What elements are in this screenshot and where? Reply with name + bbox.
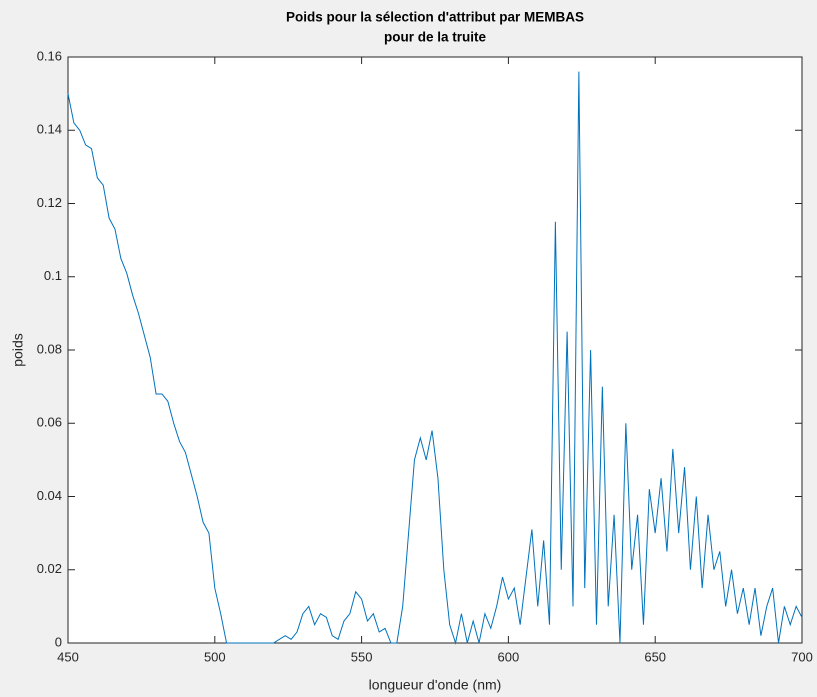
y-tick-label: 0.16 <box>37 48 62 63</box>
y-tick-label: 0 <box>55 634 62 649</box>
x-axis-label: longueur d'onde (nm) <box>369 677 502 693</box>
x-tick-label: 600 <box>498 649 520 664</box>
y-tick-label: 0.14 <box>37 122 62 137</box>
y-tick-label: 0.06 <box>37 415 62 430</box>
x-tick-label: 650 <box>644 649 666 664</box>
data-line <box>67 71 803 645</box>
y-tick-label: 0.1 <box>44 268 62 283</box>
x-tick-label: 550 <box>351 649 373 664</box>
plot-area <box>67 56 803 644</box>
x-tick-label: 500 <box>204 649 226 664</box>
y-tick-label: 0.04 <box>37 488 62 503</box>
y-tick-label: 0.08 <box>37 341 62 356</box>
chart-title: pour de la truite <box>384 30 487 45</box>
x-tick-label: 450 <box>57 649 79 664</box>
x-tick-label: 700 <box>791 649 813 664</box>
y-tick-label: 0.02 <box>37 561 62 576</box>
chart-title: Poids pour la sélection d'attribut par M… <box>286 10 584 25</box>
y-axis-label: poids <box>10 333 26 366</box>
y-tick-label: 0.12 <box>37 195 62 210</box>
